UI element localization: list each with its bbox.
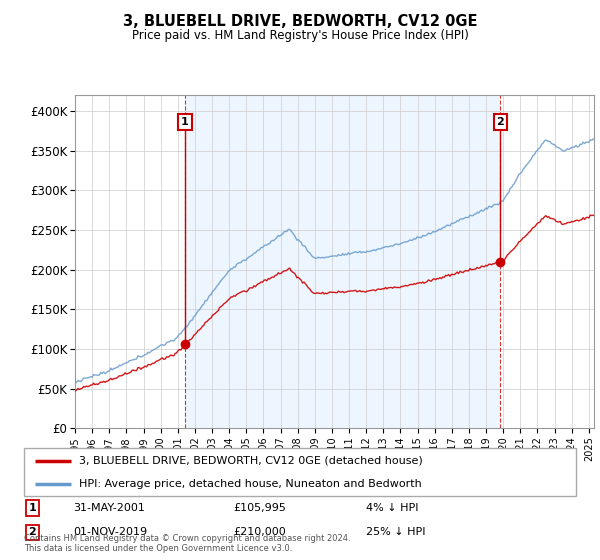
Text: 4% ↓ HPI: 4% ↓ HPI xyxy=(366,503,419,513)
Text: Price paid vs. HM Land Registry's House Price Index (HPI): Price paid vs. HM Land Registry's House … xyxy=(131,29,469,42)
Text: 31-MAY-2001: 31-MAY-2001 xyxy=(74,503,146,513)
Text: 2: 2 xyxy=(497,117,505,127)
Text: 3, BLUEBELL DRIVE, BEDWORTH, CV12 0GE: 3, BLUEBELL DRIVE, BEDWORTH, CV12 0GE xyxy=(123,14,477,29)
Text: Contains HM Land Registry data © Crown copyright and database right 2024.
This d: Contains HM Land Registry data © Crown c… xyxy=(24,534,350,553)
Text: £105,995: £105,995 xyxy=(234,503,287,513)
Text: HPI: Average price, detached house, Nuneaton and Bedworth: HPI: Average price, detached house, Nune… xyxy=(79,479,422,489)
Text: £210,000: £210,000 xyxy=(234,528,287,538)
Text: 01-NOV-2019: 01-NOV-2019 xyxy=(74,528,148,538)
Text: 2: 2 xyxy=(28,528,36,538)
Text: 3, BLUEBELL DRIVE, BEDWORTH, CV12 0GE (detached house): 3, BLUEBELL DRIVE, BEDWORTH, CV12 0GE (d… xyxy=(79,456,423,466)
Text: 25% ↓ HPI: 25% ↓ HPI xyxy=(366,528,426,538)
Bar xyxy=(185,95,500,428)
Text: 1: 1 xyxy=(181,117,189,127)
Text: 1: 1 xyxy=(28,503,36,513)
